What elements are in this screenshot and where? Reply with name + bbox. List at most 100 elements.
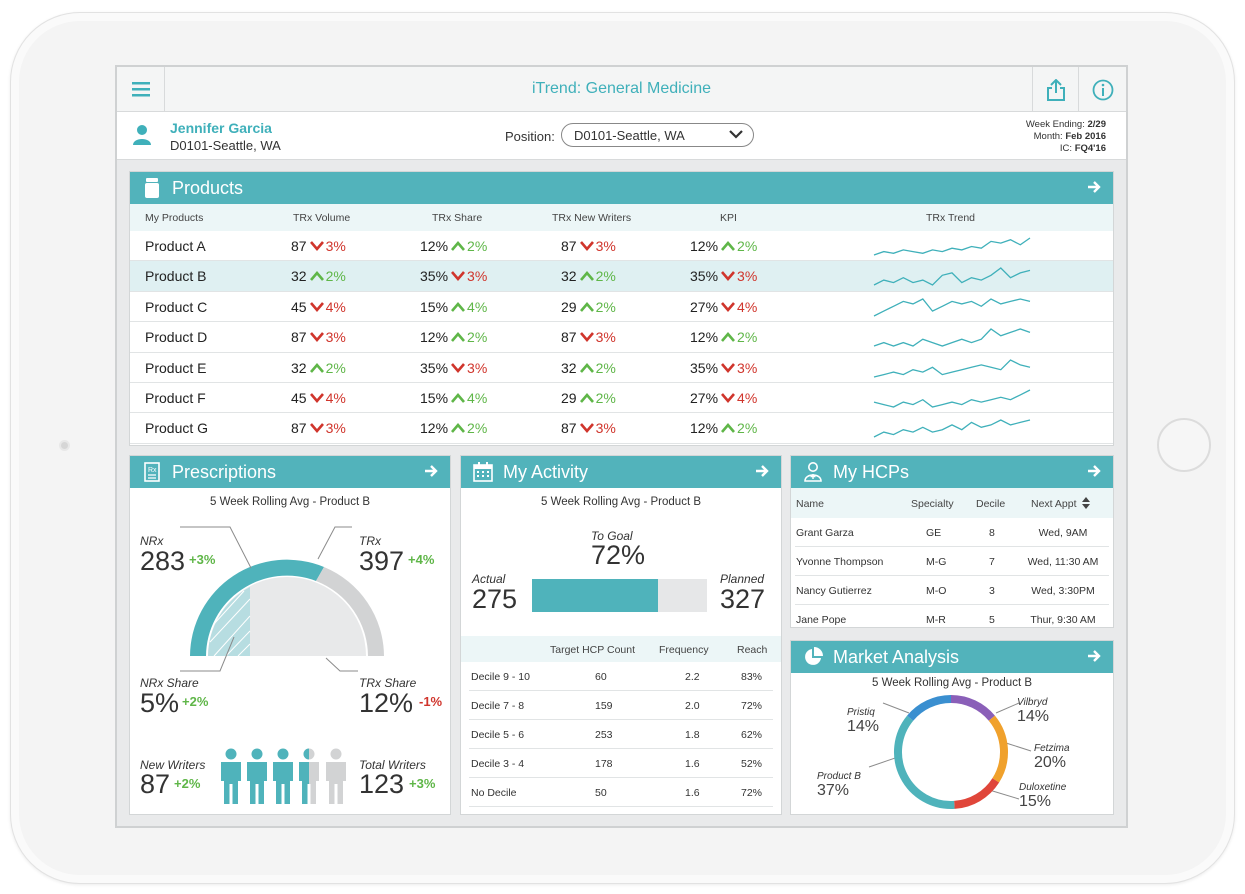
user-name: Jennifer Garcia xyxy=(170,120,272,136)
new-writers-value: 87 xyxy=(140,769,171,799)
col-reach: Reach xyxy=(737,644,768,656)
decile-label: No Decile xyxy=(471,787,517,799)
donut-slice-duloxetine[interactable] xyxy=(953,778,1000,809)
donut-slice-product-b[interactable] xyxy=(894,715,955,809)
trx-new-writers-change: 3% xyxy=(595,329,616,346)
chevron-down-icon xyxy=(309,241,324,251)
col-specialty[interactable]: Specialty xyxy=(911,498,954,510)
target-hcp-count: 253 xyxy=(595,729,613,741)
products-title: Products xyxy=(172,177,244,198)
arrow-right-icon[interactable] xyxy=(424,464,438,478)
menu-button[interactable] xyxy=(117,67,165,112)
activity-table-body: Decile 9 - 10 60 2.2 83% Decile 7 - 8 159 2.0 7… xyxy=(461,662,781,807)
trx-share-change: 4% xyxy=(467,389,488,406)
total-writers-value: 123 xyxy=(359,769,405,799)
hcps-title: My HCPs xyxy=(833,461,909,482)
hcp-row[interactable]: Grant Garza GE 8 Wed, 9AM xyxy=(795,518,1109,547)
person-icon xyxy=(273,748,293,804)
info-button[interactable] xyxy=(1078,67,1126,112)
total-writers-change: +3% xyxy=(409,776,436,791)
chevron-up-icon xyxy=(579,271,594,282)
donut-slice-vilbryd[interactable] xyxy=(950,695,995,721)
col-trx-volume: TRx Volume xyxy=(293,212,351,224)
hcp-decile: 5 xyxy=(989,614,995,626)
to-goal-label: To Goal xyxy=(591,529,633,543)
doctor-icon xyxy=(803,461,823,483)
hcp-row[interactable]: Yvonne Thompson M-G 7 Wed, 11:30 AM xyxy=(795,547,1109,576)
target-hcp-count: 60 xyxy=(595,671,607,683)
product-row[interactable]: Product C 45 4% 15% 4% 29 2% 27% 4% xyxy=(130,292,1113,323)
hcp-decile: 7 xyxy=(989,556,995,568)
product-row[interactable]: Product A 87 3% 12% 2% 87 3% 12% 2% xyxy=(130,231,1113,262)
actual-value: 275 xyxy=(472,584,518,614)
writers-people-icons xyxy=(221,748,346,804)
arrow-right-icon[interactable] xyxy=(1087,649,1101,663)
product-row[interactable]: Product B 32 2% 35% 3% 32 2% 35% 3% xyxy=(130,261,1113,292)
trx-trend-sparkline xyxy=(873,237,1031,256)
donut-slice-pristiq[interactable] xyxy=(907,695,952,721)
position-select[interactable]: D0101-Seattle, WA xyxy=(561,123,754,147)
nrx-share-label: NRx Share xyxy=(140,676,199,690)
market-header[interactable]: Market Analysis xyxy=(791,641,1113,673)
arrow-right-icon[interactable] xyxy=(1087,464,1101,478)
trx-volume-value: 32 xyxy=(291,359,307,376)
product-row[interactable]: Product F 45 4% 15% 4% 29 2% 27% 4% xyxy=(130,383,1113,414)
trx-volume-value: 32 xyxy=(291,268,307,285)
home-button[interactable] xyxy=(1157,418,1211,472)
kpi-value: 35% xyxy=(690,268,719,285)
prescriptions-subtitle: 5 Week Rolling Avg - Product B xyxy=(209,496,371,508)
product-row[interactable]: Product E 32 2% 35% 3% 32 2% 35% 3% xyxy=(130,353,1113,383)
trx-new-writers-cell: 29 2% xyxy=(561,299,616,315)
kpi-change: 4% xyxy=(737,389,758,406)
kpi-value: 35% xyxy=(690,359,719,376)
chevron-down-icon xyxy=(309,423,324,434)
fetzima-label: Fetzima xyxy=(1034,743,1070,754)
activity-header[interactable]: My Activity xyxy=(461,456,781,488)
hcp-row[interactable]: Nancy Gutierrez M-O 3 Wed, 3:30PM xyxy=(795,576,1109,605)
activity-row: No Decile 50 1.6 72% xyxy=(469,778,773,807)
chevron-down-icon xyxy=(729,130,743,139)
kpi-cell: 35% 3% xyxy=(690,268,757,284)
trx-share-change: 4% xyxy=(467,298,488,315)
product-row[interactable]: Product D 87 3% 12% 2% 87 3% 12% 2% xyxy=(130,322,1113,353)
chevron-up-icon xyxy=(721,332,736,343)
col-name[interactable]: Name xyxy=(796,498,825,510)
product-row[interactable]: Product G 87 3% 12% 2% 87 3% 12% 2% xyxy=(130,413,1113,444)
arrow-right-icon[interactable] xyxy=(755,464,769,478)
nrx-leader xyxy=(180,526,252,569)
chevron-up-icon xyxy=(309,271,324,282)
hcp-row[interactable]: Jane Pope M-R 5 Thur, 9:30 AM xyxy=(795,605,1109,627)
share-button[interactable] xyxy=(1032,67,1078,112)
hcp-next-appt: Thur, 9:30 AM xyxy=(1030,614,1096,626)
trx-volume-cell: 87 3% xyxy=(291,420,346,436)
kpi-cell: 12% 2% xyxy=(690,238,757,254)
donut-slice-fetzima[interactable] xyxy=(988,715,1008,783)
market-card: Market Analysis 5 Week Rolling Avg - Pro… xyxy=(790,640,1114,815)
chevron-up-icon xyxy=(721,423,736,434)
period-info: Week Ending: 2/29 Month: Feb 2016 IC: FQ… xyxy=(1026,119,1106,155)
hcp-decile: 3 xyxy=(989,585,995,597)
trx-share-label: TRx Share xyxy=(359,676,417,690)
ic-value: FQ4'16 xyxy=(1074,143,1106,154)
trx-arc xyxy=(316,567,384,656)
position-label: Position: xyxy=(505,129,555,144)
hcps-header[interactable]: My HCPs xyxy=(791,456,1113,488)
pill-bottle-icon xyxy=(142,177,162,199)
kpi-cell: 27% 4% xyxy=(690,390,757,406)
col-next-appt[interactable]: Next Appt xyxy=(1031,498,1077,510)
week-ending-value: 2/29 xyxy=(1087,119,1107,130)
products-header[interactable]: Products xyxy=(130,172,1113,204)
arrow-right-icon[interactable] xyxy=(1087,180,1101,194)
activity-row: Decile 7 - 8 159 2.0 72% xyxy=(469,691,773,720)
nrx-arc xyxy=(190,559,324,656)
trx-new-writers-change: 2% xyxy=(595,389,616,406)
products-table-header: My Products TRx Volume TRx Share TRx New… xyxy=(130,204,1113,231)
col-decile[interactable]: Decile xyxy=(976,498,1006,510)
sort-icon[interactable] xyxy=(1082,497,1090,509)
trx-volume-cell: 87 3% xyxy=(291,238,346,254)
new-writers-label: New Writers xyxy=(140,758,206,772)
prescriptions-header[interactable]: Rx Prescriptions xyxy=(130,456,450,488)
trx-volume-value: 45 xyxy=(291,298,307,315)
col-trx-share: TRx Share xyxy=(432,212,483,224)
trx-volume-change: 4% xyxy=(325,298,346,315)
